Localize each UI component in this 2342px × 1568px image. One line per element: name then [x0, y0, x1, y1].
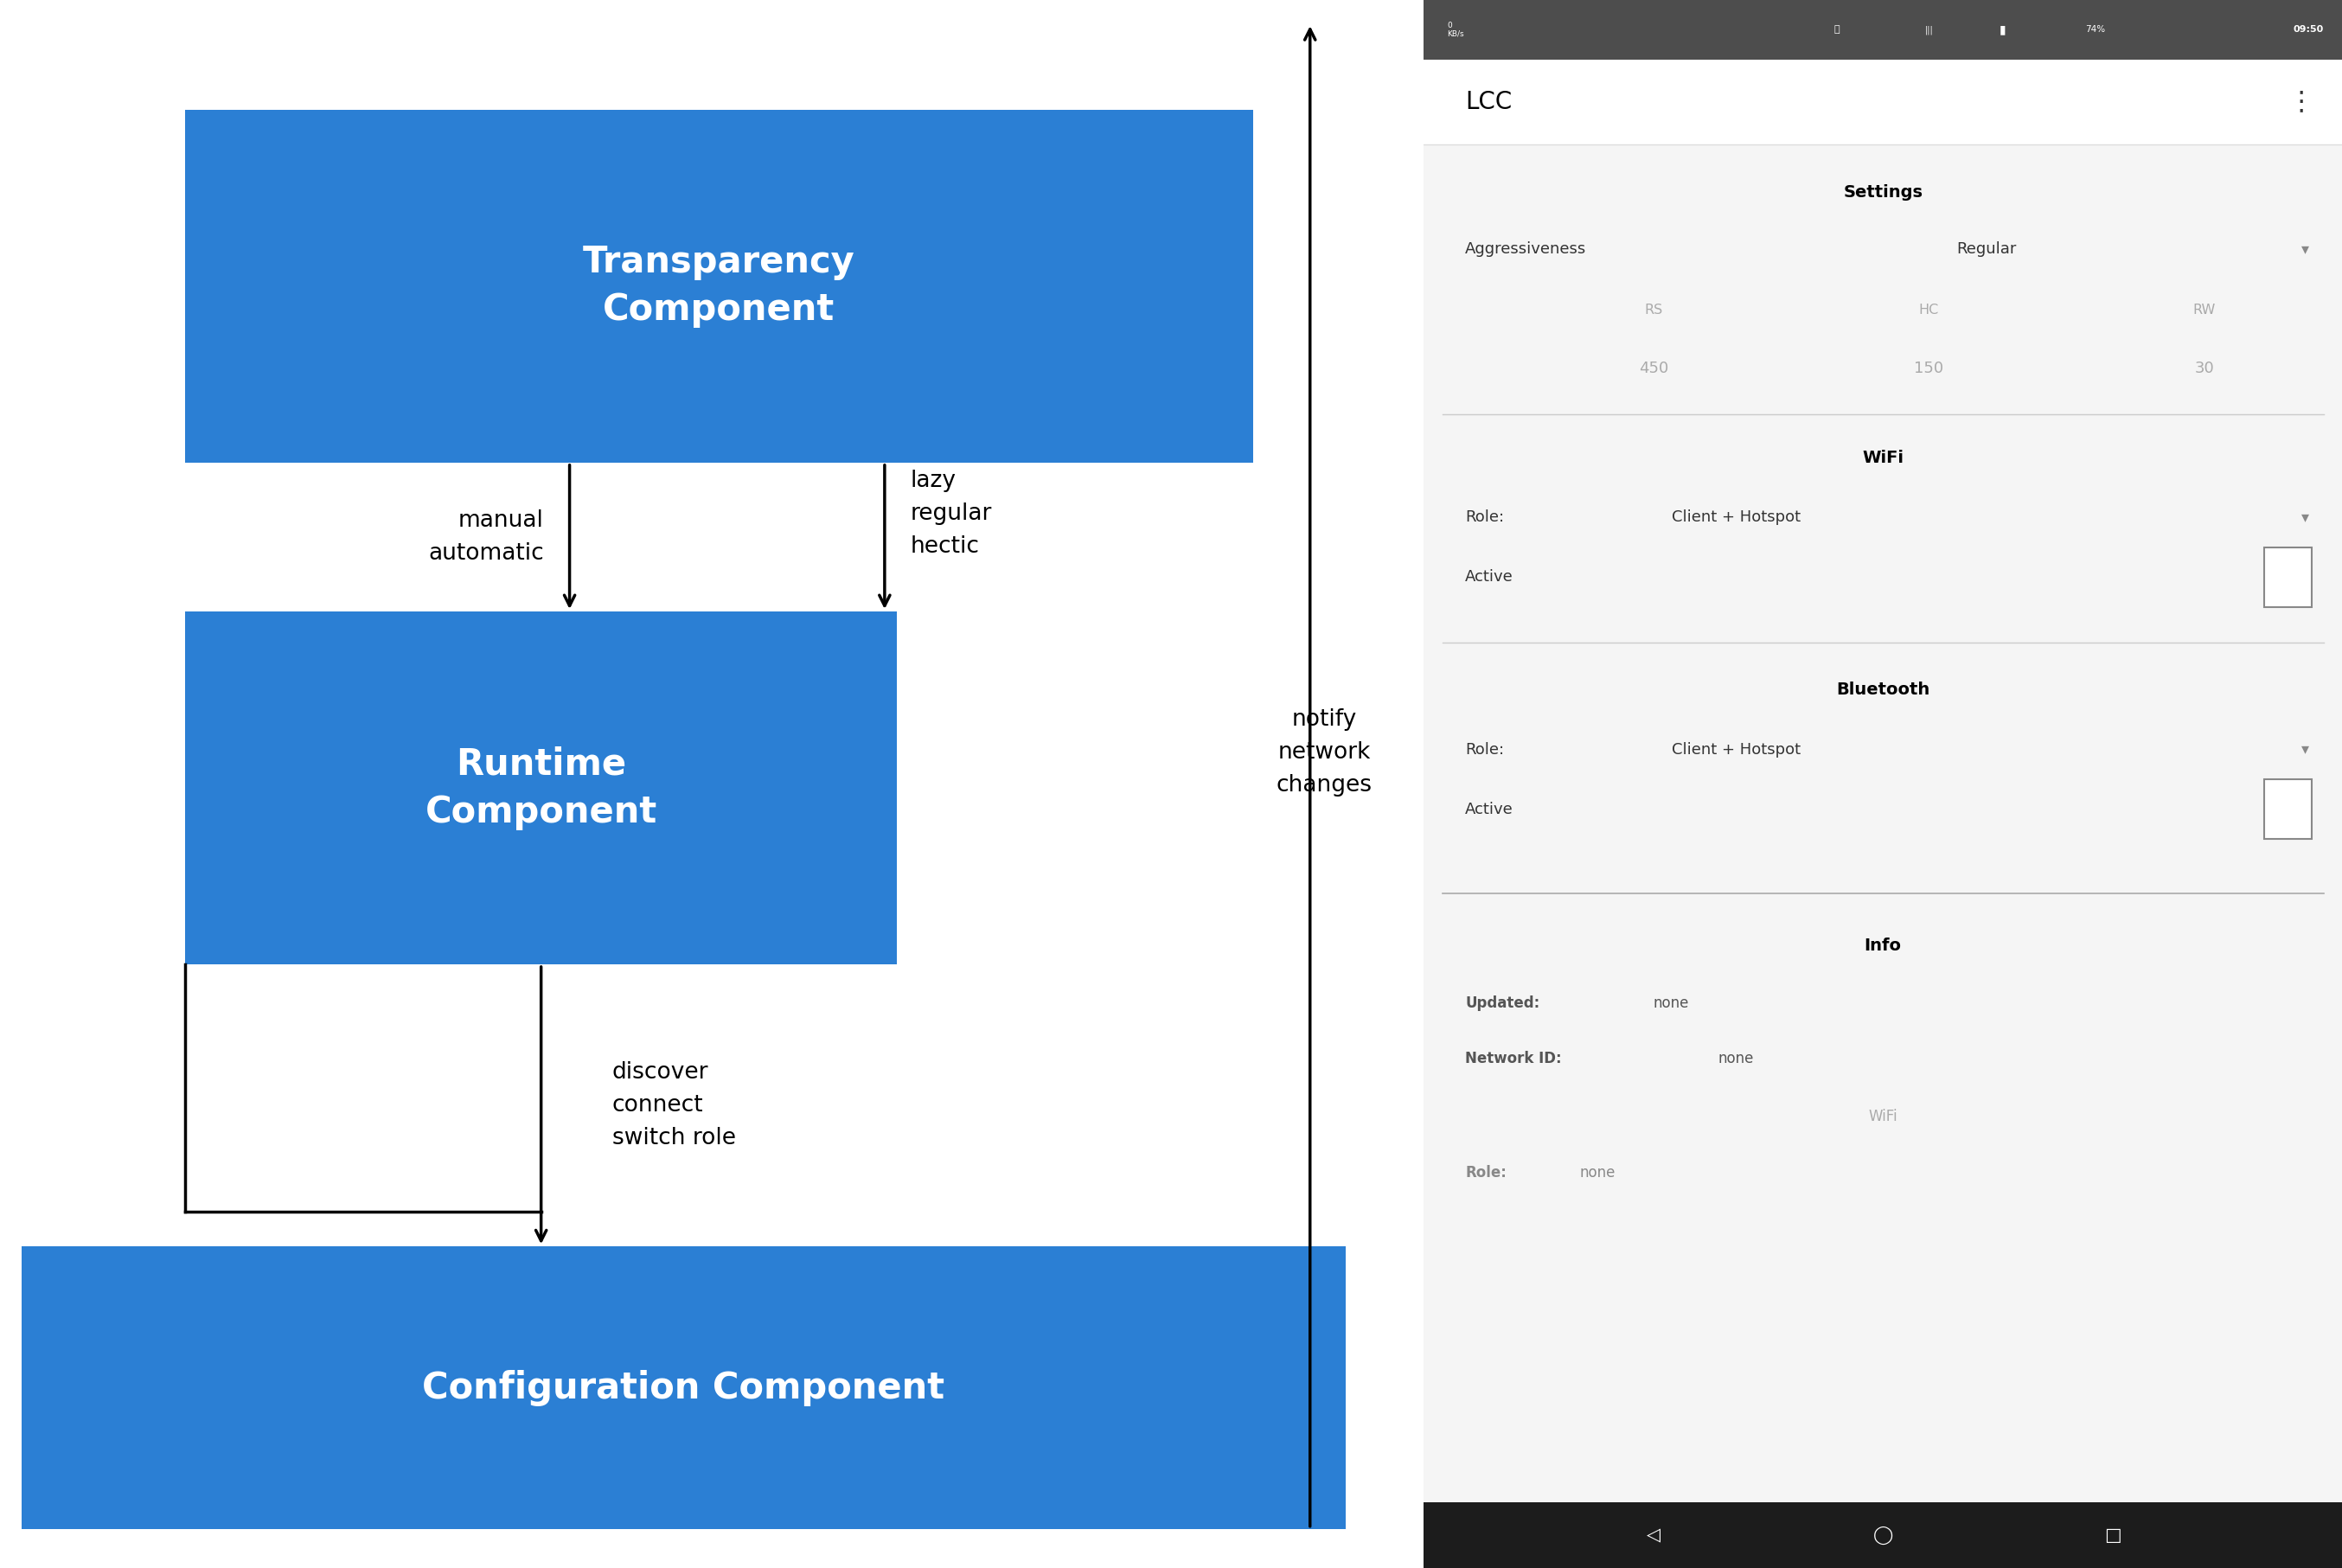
Text: ⋮: ⋮ [2288, 89, 2314, 114]
Text: LCC: LCC [1466, 89, 1513, 114]
Text: Role:: Role: [1466, 1165, 1506, 1181]
Text: Network ID:: Network ID: [1466, 1051, 1562, 1066]
Text: Regular: Regular [1956, 241, 2016, 257]
Text: Aggressiveness: Aggressiveness [1466, 241, 1586, 257]
Bar [2265, 547, 2312, 607]
Bar [1424, 60, 2342, 144]
Text: 30: 30 [2194, 361, 2213, 376]
Text: Client + Hotspot: Client + Hotspot [1672, 742, 1801, 757]
Bar [185, 612, 897, 964]
Text: Bluetooth: Bluetooth [1836, 682, 1930, 698]
Bar [21, 1247, 1347, 1529]
Bar [1424, 1502, 2342, 1568]
Text: discover
connect
switch role: discover connect switch role [611, 1062, 735, 1149]
Bar [1424, 144, 2342, 1502]
Text: Settings: Settings [1843, 185, 1923, 201]
Text: 09:50: 09:50 [2293, 25, 2323, 34]
Text: Role:: Role: [1466, 510, 1504, 525]
Text: 450: 450 [1639, 361, 1668, 376]
Text: ▾: ▾ [2302, 241, 2309, 257]
Text: ⌚: ⌚ [1834, 25, 1841, 34]
Text: RW: RW [2192, 304, 2216, 317]
Text: RS: RS [1644, 304, 1663, 317]
Text: 150: 150 [1913, 361, 1944, 376]
Bar [1424, 0, 2342, 60]
Text: Client + Hotspot: Client + Hotspot [1672, 510, 1801, 525]
Text: ▮: ▮ [2000, 24, 2005, 36]
Text: □: □ [2103, 1526, 2122, 1544]
Text: Active: Active [1466, 801, 1513, 817]
Text: Transparency
Component: Transparency Component [583, 245, 855, 328]
Text: Info: Info [1864, 938, 1902, 953]
Text: ▾: ▾ [2302, 510, 2309, 525]
Text: lazy
regular
hectic: lazy regular hectic [911, 469, 993, 558]
Text: WiFi: WiFi [1862, 450, 1904, 466]
Text: notify
network
changes: notify network changes [1276, 709, 1372, 797]
Text: none: none [1717, 1051, 1754, 1066]
Text: ▾: ▾ [2302, 742, 2309, 757]
Text: 0
KB/s: 0 KB/s [1447, 22, 1464, 38]
Text: Configuration Component: Configuration Component [422, 1369, 944, 1406]
Text: ◯: ◯ [1874, 1526, 1892, 1544]
Text: manual
automatic: manual automatic [429, 510, 543, 564]
Text: Active: Active [1466, 569, 1513, 585]
Bar [2265, 779, 2312, 839]
Text: Updated:: Updated: [1466, 996, 1539, 1011]
Text: ◁: ◁ [1646, 1526, 1660, 1544]
Text: WiFi: WiFi [1869, 1109, 1897, 1124]
Text: |||: ||| [1925, 25, 1932, 34]
Text: none: none [1653, 996, 1689, 1011]
Text: 74%: 74% [2084, 25, 2105, 34]
Text: HC: HC [1918, 304, 1939, 317]
Text: Role:: Role: [1466, 742, 1504, 757]
Bar [185, 110, 1253, 463]
Text: Runtime
Component: Runtime Component [426, 746, 658, 829]
Text: none: none [1581, 1165, 1616, 1181]
